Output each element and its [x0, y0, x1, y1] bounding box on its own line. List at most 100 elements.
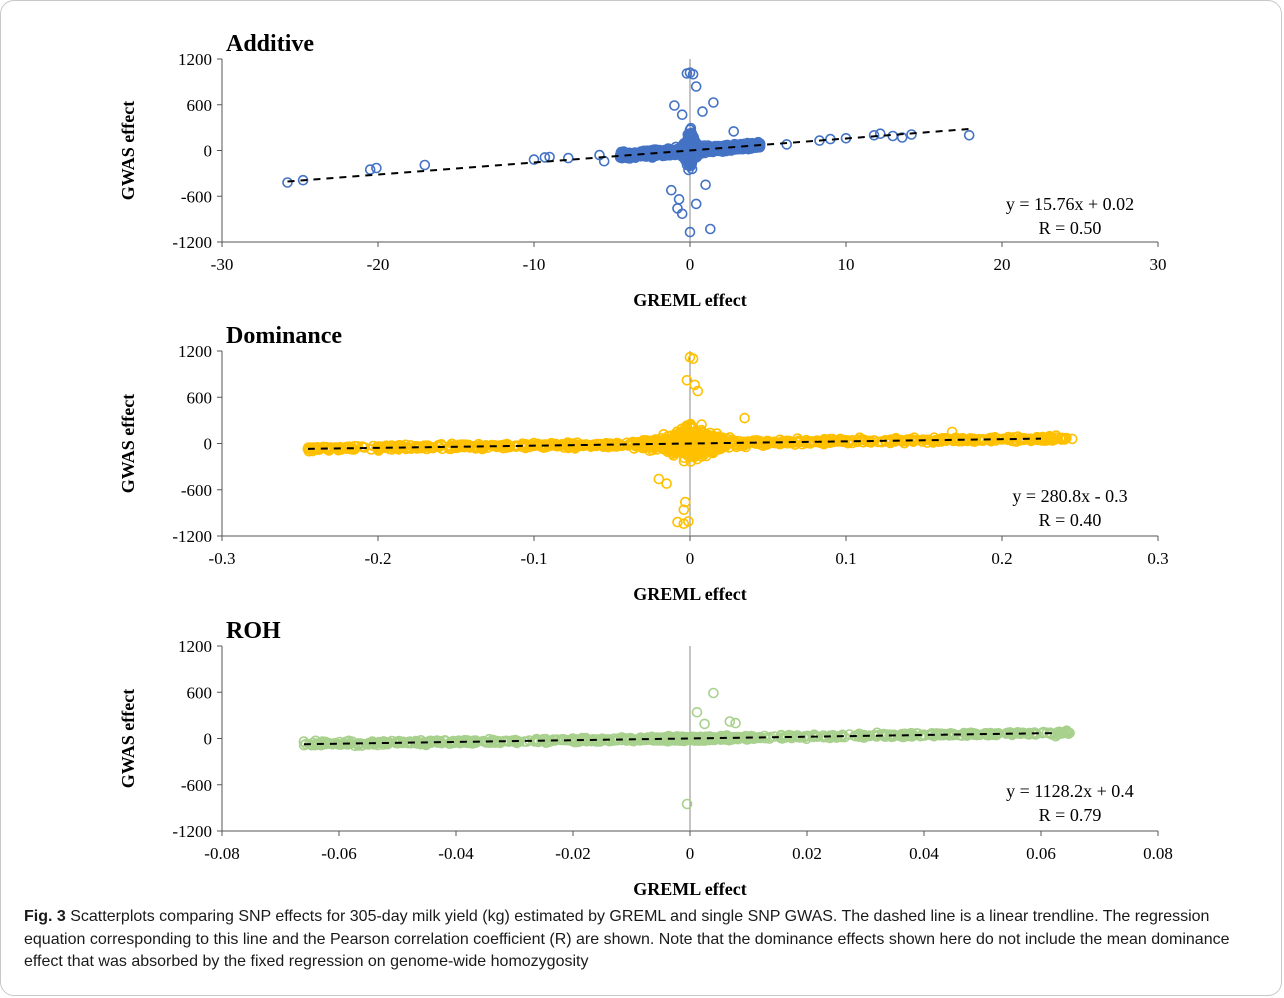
data-point	[739, 412, 750, 424]
data-point	[640, 435, 652, 446]
data-point	[665, 443, 676, 455]
correlation-coefficient: R = 0.79	[1039, 805, 1102, 825]
data-point	[696, 141, 708, 153]
x-tick-label: 0.04	[909, 844, 939, 863]
data-point	[625, 732, 636, 744]
data-point	[297, 174, 309, 186]
x-tick-label: 0.3	[1147, 549, 1168, 568]
data-point	[436, 443, 448, 455]
data-point	[697, 106, 708, 117]
data-point	[678, 504, 690, 516]
data-point	[757, 440, 769, 452]
regression-equation: y = 280.8x - 0.3	[1012, 486, 1127, 506]
y-tick-label: 600	[187, 388, 213, 407]
data-point	[831, 732, 842, 744]
data-point	[1012, 431, 1023, 442]
y-tick-label: -600	[181, 776, 212, 795]
x-tick-label: -0.04	[438, 844, 474, 863]
data-point	[691, 449, 703, 461]
data-point	[824, 732, 836, 744]
data-point	[670, 444, 682, 456]
data-point	[1060, 433, 1071, 444]
data-point	[730, 717, 741, 729]
x-axis-label: GREML effect	[633, 879, 746, 899]
data-point	[494, 737, 506, 748]
data-point	[1066, 433, 1078, 445]
data-point	[568, 736, 580, 748]
data-point	[683, 516, 694, 527]
data-point	[431, 737, 443, 748]
data-point	[717, 442, 728, 453]
data-point	[796, 438, 808, 450]
data-point	[310, 735, 321, 747]
data-points	[282, 67, 975, 238]
data-point	[1010, 436, 1022, 447]
data-point	[463, 439, 474, 451]
data-point	[730, 140, 741, 152]
data-point	[357, 441, 369, 453]
x-tick-label: -0.3	[209, 549, 236, 568]
data-point	[752, 140, 764, 151]
data-point	[637, 146, 649, 157]
data-point	[963, 130, 975, 141]
data-point	[669, 100, 680, 111]
data-point	[362, 739, 374, 750]
x-tick-label: 20	[994, 255, 1011, 274]
data-point	[1056, 728, 1067, 739]
data-point	[610, 441, 622, 452]
x-tick-label: -30	[211, 255, 234, 274]
data-point	[528, 154, 540, 165]
data-point	[681, 374, 693, 386]
data-point	[1012, 726, 1023, 738]
data-point	[961, 730, 973, 742]
x-tick-label: -10	[523, 255, 546, 274]
data-point	[1029, 727, 1040, 738]
data-point	[652, 441, 664, 452]
y-tick-label: 1200	[178, 342, 212, 361]
data-point	[592, 736, 604, 747]
data-point	[719, 140, 730, 151]
y-tick-label: 600	[187, 96, 213, 115]
chart-panel-dominance: Dominance 1200 600 0 -600 -1200 -0.3 -0.2 -0.1 0 0…	[118, 323, 1169, 604]
data-point	[681, 143, 693, 155]
data-point	[517, 439, 529, 451]
trendline	[303, 732, 1053, 746]
data-point	[759, 730, 770, 742]
data-point	[562, 152, 574, 164]
chart-panel-additive: Additive 1200 600 0 -600 -1200 -30 -20 -10 0 10 20 3…	[118, 31, 1167, 310]
chart-title: ROH	[226, 618, 281, 644]
regression-equation: y = 1128.2x + 0.4	[1006, 781, 1134, 801]
data-point	[946, 426, 958, 438]
data-point	[1056, 434, 1067, 445]
y-tick-label: -1200	[172, 233, 212, 252]
x-tick-label: 0.08	[1143, 844, 1173, 863]
data-point	[754, 138, 766, 149]
y-tick-label: 0	[204, 142, 213, 161]
data-point	[700, 179, 711, 191]
x-tick-label: -0.2	[365, 549, 392, 568]
data-point	[419, 159, 431, 171]
regression-equation: y = 15.76x + 0.02	[1006, 194, 1134, 214]
x-tick-label: -20	[367, 255, 390, 274]
data-point	[792, 730, 803, 741]
data-point	[746, 435, 758, 447]
data-point	[405, 737, 417, 749]
data-point	[661, 478, 672, 489]
data-point	[397, 441, 409, 452]
data-point	[1032, 434, 1044, 446]
data-point	[699, 718, 710, 730]
y-tick-label: 0	[204, 435, 213, 454]
data-point	[968, 433, 979, 445]
scatterplot-figure: Additive 1200 600 0 -600 -1200 -30 -20 -10 0 10 20 3…	[118, 31, 1173, 899]
data-points	[298, 687, 1075, 810]
data-point	[748, 733, 760, 745]
caption-text: Scatterplots comparing SNP effects for 3…	[24, 908, 1230, 970]
data-point	[653, 473, 665, 485]
chart-panel-roh: ROH 1200 600 0 -600 -1200 -0.08 -0.06 -0.04 -0.02…	[118, 618, 1173, 899]
y-tick-label: 1200	[178, 50, 212, 69]
trendline	[307, 437, 1042, 450]
x-tick-label: -0.1	[521, 549, 548, 568]
data-point	[729, 439, 741, 450]
data-point	[698, 449, 709, 461]
chart-title: Additive	[226, 31, 314, 57]
